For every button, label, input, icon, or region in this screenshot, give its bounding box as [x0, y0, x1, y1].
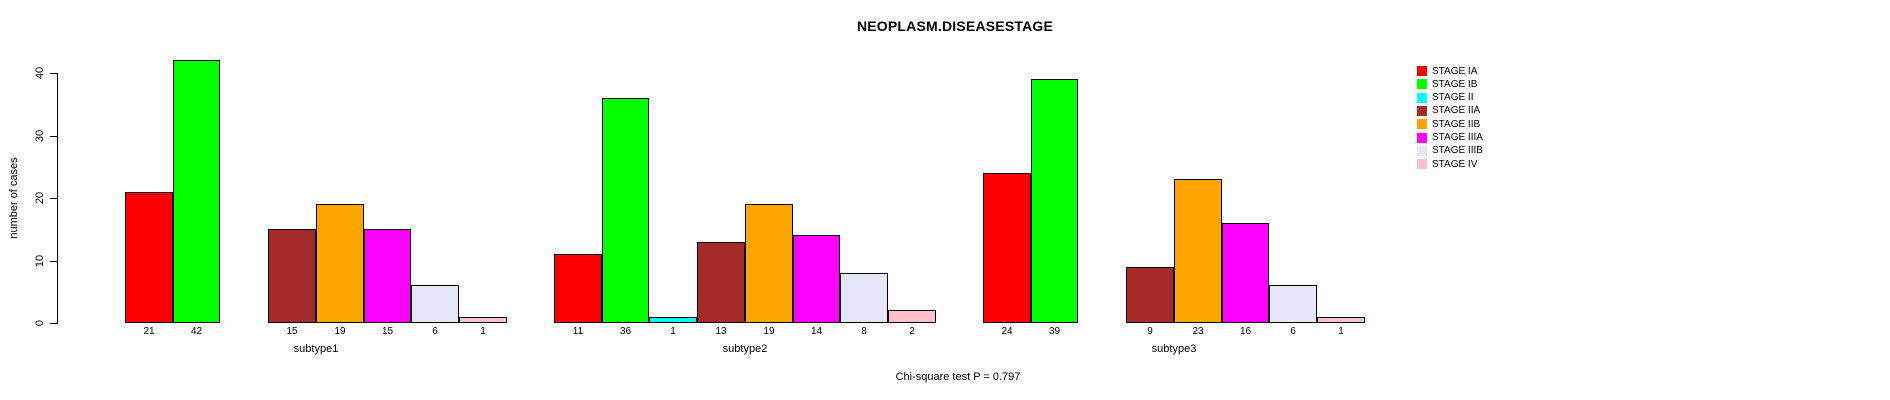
bar-value-label: 16 [1239, 326, 1252, 337]
bar-stage-iiia-subtype2 [793, 235, 840, 323]
bar-value-label: 1 [1338, 326, 1344, 337]
bar-stage-iia-subtype1 [268, 229, 316, 323]
category-label-subtype2: subtype2 [722, 343, 768, 355]
y-tick-mark [50, 261, 57, 262]
bar-stage-ib-subtype1 [173, 60, 220, 323]
legend-swatch-stage-ib [1417, 79, 1427, 89]
legend-label: STAGE IV [1432, 159, 1478, 170]
bar-stage-ib-subtype2 [602, 98, 649, 323]
bar-stage-iiia-subtype3 [1222, 223, 1269, 323]
bar-stage-ia-subtype3 [983, 173, 1031, 323]
y-axis-label: number of cases [8, 157, 20, 239]
bar-stage-iia-subtype3 [1126, 267, 1174, 323]
legend-label: STAGE IB [1432, 79, 1478, 90]
legend-label: STAGE IIIB [1432, 145, 1483, 156]
bar-stage-iiia-subtype1 [364, 229, 411, 323]
bar-value-label: 39 [1048, 326, 1061, 337]
bar-stage-iiib-subtype2 [840, 273, 888, 323]
y-tick-label: 20 [34, 191, 46, 205]
bar-value-label: 15 [381, 326, 394, 337]
legend-swatch-stage-ia [1417, 66, 1427, 76]
bar-value-label: 6 [1290, 326, 1296, 337]
bar-value-label: 2 [909, 326, 915, 337]
bar-stage-iib-subtype2 [745, 204, 793, 323]
bar-value-label: 6 [432, 326, 438, 337]
legend-swatch-stage-iia [1417, 106, 1427, 116]
bar-value-label: 1 [670, 326, 676, 337]
legend-swatch-stage-iiib [1417, 146, 1427, 156]
bar-stage-iv-subtype1 [459, 317, 507, 323]
bar-value-label: 11 [572, 326, 584, 337]
bar-value-label: 13 [715, 326, 727, 337]
y-tick-mark [50, 323, 57, 324]
category-label-subtype1: subtype1 [293, 343, 339, 355]
y-tick-mark [50, 198, 57, 199]
y-tick-label: 0 [34, 319, 46, 327]
bar-value-label: 24 [1001, 326, 1013, 337]
y-tick-mark [50, 73, 57, 74]
legend-label: STAGE II [1432, 92, 1474, 103]
legend-swatch-stage-iib [1417, 119, 1427, 129]
bar-stage-ib-subtype3 [1031, 79, 1078, 323]
legend-label: STAGE IA [1432, 66, 1478, 77]
chart-title: NEOPLASM.DISEASESTAGE [856, 18, 1054, 34]
chi-square-annotation: Chi-square test P = 0.797 [895, 371, 1021, 383]
category-label-subtype3: subtype3 [1151, 343, 1197, 355]
legend-label: STAGE IIIA [1432, 132, 1483, 143]
bar-stage-iib-subtype3 [1174, 179, 1222, 323]
y-tick-label: 40 [34, 66, 46, 80]
bar-stage-iv-subtype3 [1317, 317, 1365, 323]
bar-value-label: 19 [334, 326, 346, 337]
y-tick-label: 30 [34, 129, 46, 143]
y-tick-label: 10 [34, 254, 46, 268]
legend-swatch-stage-ii [1417, 93, 1427, 103]
legend-swatch-stage-iv [1417, 159, 1427, 169]
bar-stage-ii-subtype2 [649, 317, 697, 323]
bar-stage-iib-subtype1 [316, 204, 364, 323]
bar-stage-iiib-subtype3 [1269, 285, 1317, 323]
y-tick-mark [50, 136, 57, 137]
bar-value-label: 19 [763, 326, 775, 337]
bar-stage-iv-subtype2 [888, 310, 936, 323]
y-axis-line [57, 73, 58, 324]
bar-value-label: 42 [190, 326, 203, 337]
legend-swatch-stage-iiia [1417, 133, 1427, 143]
bar-stage-ia-subtype1 [125, 192, 173, 323]
bar-value-label: 23 [1192, 326, 1204, 337]
bar-stage-ia-subtype2 [554, 254, 602, 323]
bar-value-label: 36 [619, 326, 632, 337]
bar-value-label: 14 [810, 326, 823, 337]
bar-value-label: 1 [480, 326, 486, 337]
legend-label: STAGE IIA [1432, 105, 1481, 116]
bar-stage-iia-subtype2 [697, 242, 745, 323]
bar-value-label: 21 [143, 326, 155, 337]
bar-stage-iiib-subtype1 [411, 285, 459, 323]
bar-value-label: 9 [1147, 326, 1153, 337]
legend-label: STAGE IIB [1432, 119, 1481, 130]
bar-value-label: 15 [286, 326, 298, 337]
bar-value-label: 8 [861, 326, 867, 337]
